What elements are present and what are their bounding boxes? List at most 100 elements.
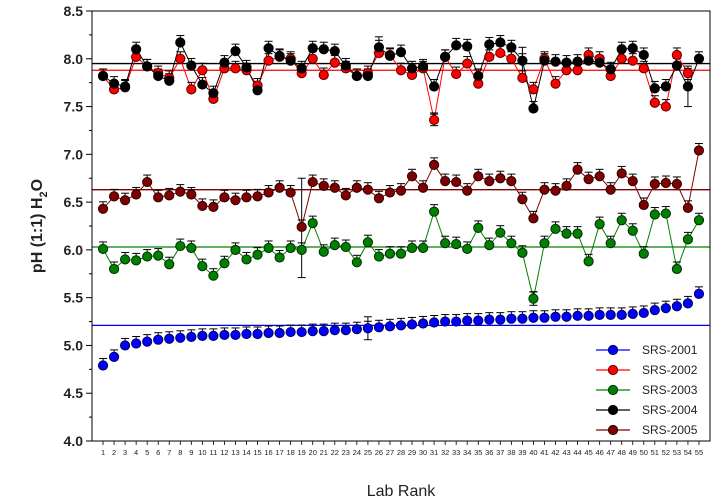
x-tick-label: 45 (584, 448, 592, 457)
point-srs-2002 (186, 84, 197, 95)
point-srs-2004 (473, 70, 484, 82)
point-srs-2004 (208, 88, 219, 99)
point-srs-2001 (649, 304, 660, 316)
point-srs-2004 (462, 41, 473, 52)
x-axis-title: Lab Rank (367, 483, 436, 500)
x-tick-label: 53 (673, 448, 681, 457)
point-srs-2001 (594, 309, 605, 320)
point-srs-2002 (230, 63, 241, 74)
point-srs-2001 (384, 321, 396, 332)
point-srs-2003 (153, 250, 164, 261)
point-srs-2004 (406, 63, 418, 74)
legend-marker-srs-2003 (607, 384, 619, 396)
point-srs-2001 (208, 330, 219, 341)
point-srs-2003 (693, 215, 705, 226)
point-srs-2004 (296, 63, 307, 74)
point-srs-2005 (517, 194, 528, 205)
point-srs-2001 (395, 320, 407, 331)
point-srs-2002 (550, 78, 561, 89)
point-srs-2004 (153, 70, 164, 82)
x-tick-label: 35 (474, 448, 482, 457)
x-tick-label: 12 (220, 448, 228, 457)
point-srs-2004 (307, 43, 318, 54)
point-srs-2005 (351, 182, 362, 193)
point-srs-2004 (583, 55, 594, 66)
point-srs-2004 (594, 57, 605, 68)
x-tick-label: 52 (662, 448, 670, 457)
point-srs-2004 (495, 37, 506, 48)
point-srs-2001 (186, 331, 197, 342)
y-tick-label: 7.5 (64, 99, 84, 115)
point-srs-2001 (671, 301, 682, 312)
point-srs-2003 (539, 238, 550, 249)
point-srs-2003 (473, 222, 484, 234)
point-srs-2003 (627, 225, 638, 236)
x-tick-label: 36 (485, 448, 493, 457)
y-tick-label: 8.0 (64, 51, 84, 67)
point-srs-2003 (329, 240, 340, 251)
x-tick-label: 15 (253, 448, 261, 457)
point-srs-2005 (451, 176, 462, 188)
point-srs-2003 (340, 241, 351, 253)
point-srs-2001 (616, 309, 627, 320)
x-tick-label: 11 (209, 448, 217, 457)
point-srs-2003 (638, 248, 649, 259)
point-srs-2003 (561, 228, 572, 239)
point-srs-2005 (462, 185, 473, 196)
point-srs-2001 (296, 326, 307, 338)
point-srs-2004 (506, 42, 517, 53)
point-srs-2005 (682, 202, 694, 213)
point-srs-2001 (473, 315, 484, 326)
x-tick-label: 28 (397, 448, 405, 457)
y-tick-label: 5.0 (64, 337, 84, 353)
point-srs-2001 (429, 317, 440, 328)
point-srs-2004 (340, 60, 351, 71)
point-srs-2001 (627, 308, 638, 320)
point-srs-2005 (241, 192, 252, 203)
point-srs-2004 (230, 46, 241, 57)
point-srs-2004 (285, 55, 296, 66)
point-srs-2001 (373, 322, 385, 333)
point-srs-2003 (175, 240, 186, 252)
point-srs-2003 (517, 247, 528, 258)
point-srs-2005 (175, 186, 186, 197)
point-srs-2003 (362, 237, 373, 248)
point-srs-2003 (429, 206, 440, 217)
point-srs-2004 (120, 81, 131, 92)
point-srs-2001 (406, 319, 418, 330)
point-srs-2002 (318, 69, 329, 81)
point-srs-2004 (660, 81, 671, 92)
point-srs-2005 (693, 145, 705, 156)
x-tick-label: 4 (134, 448, 138, 457)
point-srs-2001 (517, 313, 528, 324)
point-srs-2002 (616, 53, 627, 64)
point-srs-2005 (528, 213, 539, 224)
point-srs-2004 (417, 61, 429, 72)
point-srs-2003 (671, 263, 682, 275)
point-srs-2005 (197, 200, 208, 212)
point-srs-2004 (108, 78, 120, 89)
point-srs-2004 (142, 61, 153, 72)
point-srs-2004 (440, 51, 451, 62)
x-tick-label: 31 (430, 448, 438, 457)
x-tick-label: 13 (231, 448, 239, 457)
x-tick-label: 22 (331, 448, 339, 457)
y-axis-title: pH (1:1) H2O (29, 179, 50, 273)
point-srs-2002 (263, 55, 274, 66)
point-srs-2003 (572, 228, 583, 239)
point-srs-2003 (462, 243, 473, 255)
x-tick-label: 18 (286, 448, 294, 457)
point-srs-2001 (241, 328, 252, 340)
point-srs-2005 (594, 171, 605, 182)
point-srs-2004 (219, 57, 230, 68)
legend-marker-srs-2001 (607, 344, 619, 356)
point-srs-2001 (108, 351, 120, 363)
point-srs-2003 (197, 261, 208, 272)
point-srs-2001 (550, 311, 561, 322)
point-srs-2001 (561, 311, 572, 322)
point-srs-2001 (693, 288, 705, 299)
point-srs-2001 (219, 329, 230, 341)
point-srs-2003 (583, 256, 594, 267)
point-srs-2003 (274, 252, 285, 263)
point-srs-2001 (153, 334, 164, 345)
